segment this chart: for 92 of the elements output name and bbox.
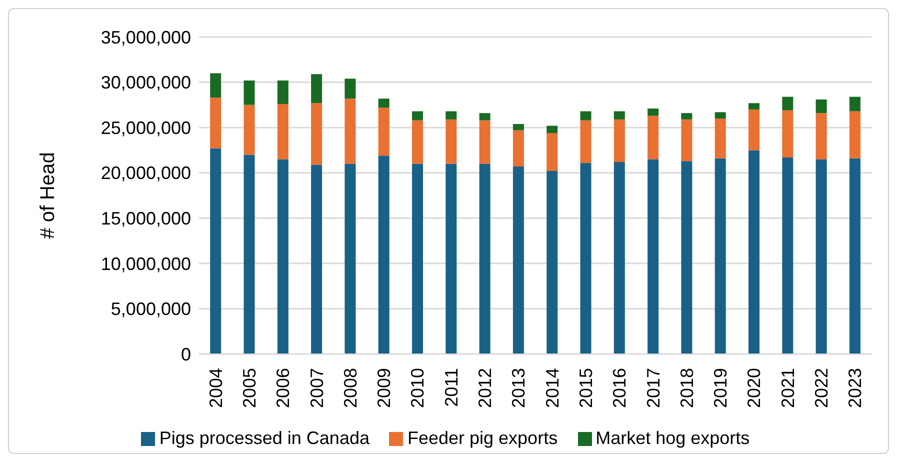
bar bbox=[748, 109, 760, 150]
bar bbox=[748, 103, 760, 110]
bar bbox=[849, 96, 860, 112]
y-tick-label: 35,000,000 bbox=[100, 27, 191, 48]
bar bbox=[546, 126, 558, 134]
bar bbox=[446, 111, 457, 120]
y-tick-label: 25,000,000 bbox=[100, 118, 191, 138]
x-tick-label: 2009 bbox=[374, 368, 394, 408]
bar bbox=[512, 124, 524, 130]
bar bbox=[648, 108, 659, 116]
bar bbox=[277, 159, 288, 354]
bar bbox=[479, 164, 490, 354]
x-tick-label: 2023 bbox=[845, 368, 866, 408]
legend-label: Pigs processed in Canada bbox=[159, 428, 370, 448]
x-tick-label: 2011 bbox=[441, 368, 462, 407]
y-axis-title: # of Head bbox=[37, 152, 60, 239]
bar bbox=[446, 119, 457, 164]
legend-label: Feeder pig exports bbox=[407, 428, 558, 448]
bar bbox=[479, 120, 490, 164]
y-tick-label: 15,000,000 bbox=[100, 208, 191, 229]
bar bbox=[378, 156, 390, 354]
bar bbox=[714, 118, 726, 158]
x-tick-label: 2004 bbox=[206, 368, 226, 408]
bar bbox=[648, 116, 659, 160]
bar bbox=[614, 119, 625, 162]
bar bbox=[614, 162, 625, 354]
bar bbox=[782, 96, 794, 110]
bar bbox=[714, 112, 726, 119]
bar bbox=[782, 157, 794, 354]
x-tick-label: 2006 bbox=[273, 368, 294, 408]
x-tick-label: 2005 bbox=[239, 368, 260, 408]
x-tick-label: 2015 bbox=[576, 368, 596, 408]
bar bbox=[277, 80, 288, 104]
bar bbox=[714, 158, 726, 354]
bar bbox=[849, 111, 860, 158]
bar bbox=[412, 164, 424, 354]
bar bbox=[849, 158, 860, 354]
x-tick-label: 2022 bbox=[812, 368, 832, 408]
bar bbox=[546, 133, 558, 172]
x-tick-label: 2017 bbox=[643, 368, 664, 408]
bar bbox=[512, 130, 524, 167]
y-tick-label: 20,000,000 bbox=[100, 163, 191, 184]
bar bbox=[344, 78, 356, 99]
bar bbox=[580, 111, 592, 120]
bar bbox=[311, 164, 322, 354]
bar bbox=[681, 119, 692, 162]
x-tick-label: 2019 bbox=[710, 368, 731, 408]
bar bbox=[344, 98, 356, 164]
bar bbox=[311, 74, 322, 104]
bar bbox=[412, 120, 424, 164]
x-tick-label: 2016 bbox=[610, 368, 630, 408]
x-tick-label: 2020 bbox=[744, 368, 764, 408]
bar bbox=[748, 150, 760, 354]
bar bbox=[244, 80, 255, 105]
bar bbox=[244, 104, 255, 155]
bar bbox=[816, 113, 827, 160]
bar bbox=[479, 113, 490, 120]
x-tick-label: 2012 bbox=[475, 368, 496, 408]
x-tick-label: 2010 bbox=[408, 368, 428, 408]
bar bbox=[580, 120, 592, 163]
bar bbox=[412, 111, 424, 120]
bar bbox=[311, 103, 322, 165]
bar bbox=[210, 73, 222, 98]
bar bbox=[648, 159, 659, 354]
bar bbox=[512, 166, 524, 354]
y-tick-label: 0 bbox=[180, 344, 191, 364]
y-tick-label: 30,000,000 bbox=[100, 72, 191, 93]
x-tick-label: 2007 bbox=[306, 368, 327, 408]
bar bbox=[210, 98, 222, 148]
y-tick-label: 5,000,000 bbox=[110, 299, 191, 320]
bar bbox=[580, 162, 592, 354]
bar bbox=[277, 104, 288, 160]
x-tick-label: 2008 bbox=[340, 368, 360, 408]
bar bbox=[816, 99, 827, 114]
bar bbox=[344, 164, 356, 354]
bar bbox=[546, 171, 558, 354]
bar bbox=[816, 159, 827, 354]
bar bbox=[378, 108, 390, 156]
bar bbox=[244, 154, 255, 354]
bar bbox=[681, 113, 692, 120]
x-tick-label: 2018 bbox=[676, 368, 697, 408]
legend-label: Market hog exports bbox=[596, 428, 750, 448]
y-tick-label: 10,000,000 bbox=[100, 254, 191, 274]
bar bbox=[446, 164, 457, 354]
bar bbox=[378, 98, 390, 108]
bar bbox=[614, 111, 625, 120]
bar bbox=[782, 110, 794, 158]
bar bbox=[210, 148, 222, 354]
x-tick-label: 2013 bbox=[508, 368, 529, 408]
bar bbox=[681, 161, 692, 354]
x-tick-label: 2021 bbox=[778, 368, 798, 408]
x-tick-label: 2014 bbox=[542, 368, 562, 408]
